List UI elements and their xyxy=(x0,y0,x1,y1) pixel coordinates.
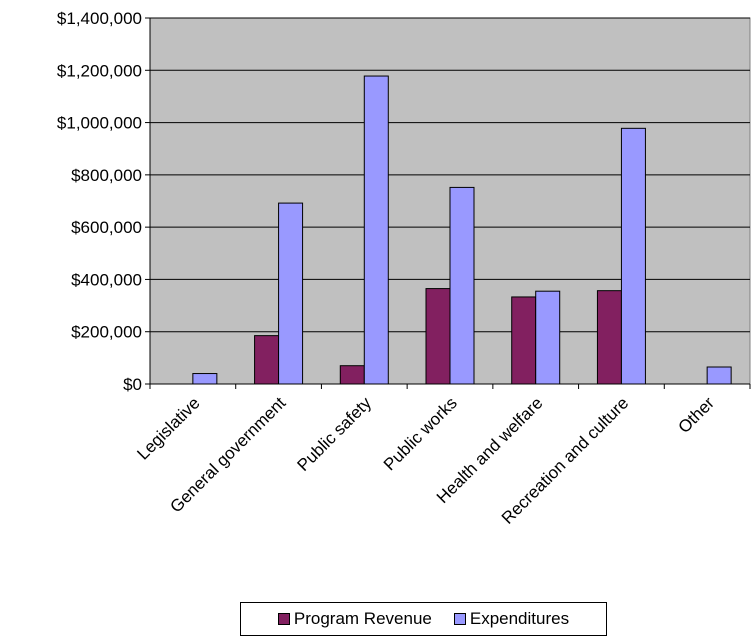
legend-item-program-revenue: Program Revenue xyxy=(277,609,432,629)
legend-swatch-expenditures xyxy=(453,613,466,625)
y-tick-label: $0 xyxy=(123,375,142,394)
y-tick-label: $400,000 xyxy=(71,270,142,289)
x-category-label: Legislative xyxy=(133,393,203,463)
bar-expenditures xyxy=(620,127,646,385)
y-tick-label: $800,000 xyxy=(71,166,142,185)
bar-expenditures xyxy=(706,366,732,385)
bar-expenditures xyxy=(192,373,218,385)
bar-expenditures xyxy=(449,186,475,385)
legend: Program Revenue Expenditures xyxy=(240,602,607,636)
y-tick-label: $200,000 xyxy=(71,323,142,342)
bar-expenditures xyxy=(363,75,389,385)
legend-label-program-revenue: Program Revenue xyxy=(293,609,432,628)
y-axis-ticks: $0 $200,000 $400,000 $600,000 $800,000 $1,000… xyxy=(57,9,150,394)
bar-program-revenue xyxy=(425,288,451,385)
y-tick-label: $1,400,000 xyxy=(57,9,142,28)
y-tick-label: $1,200,000 xyxy=(57,61,142,80)
legend-swatch-program-revenue xyxy=(277,613,290,625)
bar-chart: $0 $200,000 $400,000 $600,000 $800,000 $1,000… xyxy=(57,9,751,528)
bar-expenditures xyxy=(278,202,304,385)
bar-program-revenue xyxy=(339,365,365,385)
x-category-label: Public works xyxy=(380,393,461,474)
bar-expenditures xyxy=(535,290,561,385)
bar-program-revenue xyxy=(254,335,280,385)
y-tick-label: $1,000,000 xyxy=(57,114,142,133)
x-category-label: Other xyxy=(674,393,718,437)
bar-program-revenue xyxy=(511,296,537,385)
bar-program-revenue xyxy=(596,290,622,385)
x-category-label: Public safety xyxy=(294,393,376,475)
legend-label-expenditures: Expenditures xyxy=(469,609,570,628)
legend-item-expenditures: Expenditures xyxy=(453,609,570,629)
y-tick-label: $600,000 xyxy=(71,218,142,237)
